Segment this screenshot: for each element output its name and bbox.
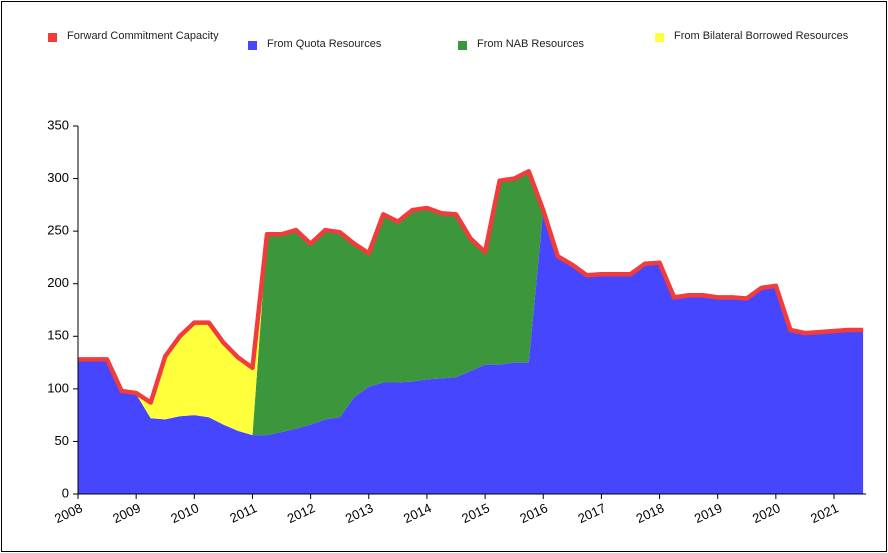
x-tick-label: 2020: [750, 500, 783, 526]
legend-swatch: [48, 33, 57, 42]
legend-swatch: [655, 33, 664, 42]
y-tick-label: 250: [47, 223, 69, 238]
x-tick-label: 2010: [168, 500, 201, 526]
x-tick-label: 2011: [227, 500, 259, 525]
legend-item: From NAB Resources: [458, 38, 584, 50]
legend-label: Forward Commitment Capacity: [67, 30, 219, 42]
x-tick-label: 2015: [459, 500, 492, 526]
y-tick-label: 50: [55, 433, 69, 448]
y-tick-label: 300: [47, 170, 69, 185]
legend-item: Forward Commitment Capacity: [48, 30, 219, 42]
x-tick-label: 2008: [52, 500, 85, 526]
x-tick-label: 2009: [110, 500, 143, 526]
y-tick-label: 350: [47, 117, 69, 132]
legend-item: From Bilateral Borrowed Resources: [655, 30, 848, 42]
line: [78, 168, 864, 405]
x-tick-label: 2014: [401, 500, 434, 526]
x-tick-label: 2018: [634, 500, 667, 526]
legend-label: From NAB Resources: [477, 38, 584, 50]
x-tick-label: 2021: [808, 500, 841, 526]
legend-swatch: [248, 41, 257, 50]
y-tick-label: 150: [47, 328, 69, 343]
x-tick-label: 2012: [285, 500, 318, 526]
area: [78, 171, 864, 436]
legend-item: From Quota Resources: [248, 38, 381, 50]
y-tick-label: 0: [62, 485, 69, 500]
y-tick-label: 100: [47, 380, 69, 395]
x-tick-label: 2016: [517, 500, 550, 526]
x-tick-label: 2019: [692, 500, 725, 526]
legend-swatch: [458, 41, 467, 50]
x-tick-label: 2013: [343, 500, 376, 526]
legend-label: From Bilateral Borrowed Resources: [674, 30, 849, 42]
y-tick-label: 200: [47, 275, 69, 290]
x-tick-label: 2017: [576, 500, 609, 526]
legend-label: From Quota Resources: [267, 38, 382, 50]
area: [78, 171, 864, 436]
